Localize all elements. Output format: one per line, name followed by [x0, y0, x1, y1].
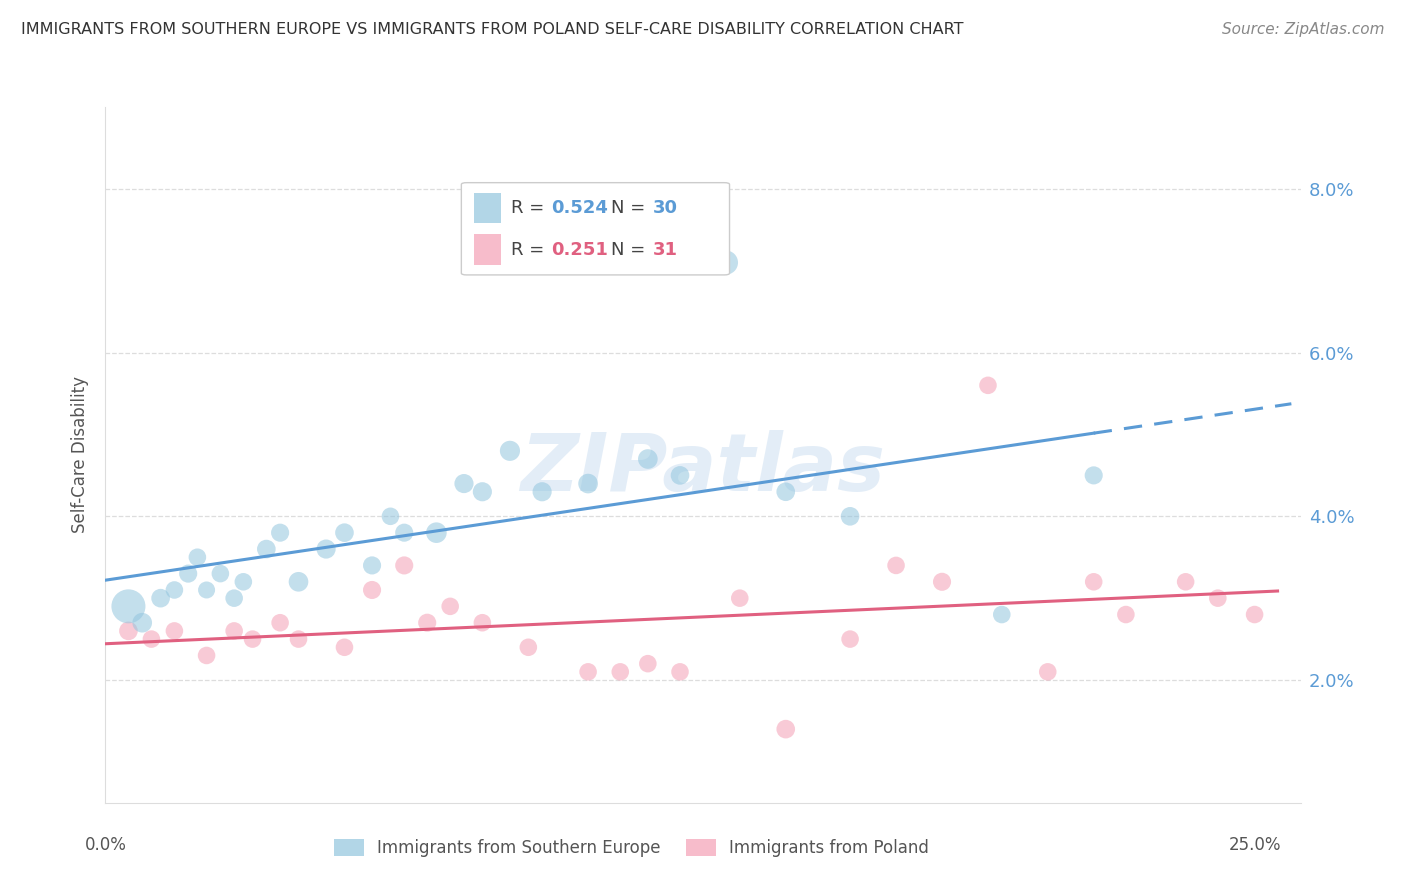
Text: IMMIGRANTS FROM SOUTHERN EUROPE VS IMMIGRANTS FROM POLAND SELF-CARE DISABILITY C: IMMIGRANTS FROM SOUTHERN EUROPE VS IMMIG…	[21, 22, 963, 37]
Y-axis label: Self-Care Disability: Self-Care Disability	[72, 376, 90, 533]
Point	[141, 632, 163, 646]
Point	[269, 525, 291, 540]
Text: 0.251: 0.251	[551, 241, 607, 259]
Point	[439, 599, 461, 614]
Point	[1083, 468, 1105, 483]
Point	[186, 550, 208, 565]
Point	[163, 582, 186, 597]
Text: ZIPatlas: ZIPatlas	[520, 430, 886, 508]
Point	[609, 665, 631, 679]
Point	[1115, 607, 1137, 622]
Text: N =: N =	[612, 241, 645, 259]
Point	[977, 378, 1000, 392]
Point	[117, 624, 139, 638]
Text: 30: 30	[654, 199, 678, 217]
Text: 25.0%: 25.0%	[1229, 836, 1281, 854]
Point	[1036, 665, 1059, 679]
Point	[195, 648, 218, 663]
Point	[714, 255, 737, 269]
FancyBboxPatch shape	[461, 183, 730, 275]
Point	[775, 722, 797, 736]
Point	[499, 443, 522, 458]
Point	[380, 509, 402, 524]
Point	[361, 582, 384, 597]
Text: 31: 31	[654, 241, 678, 259]
Point	[884, 558, 907, 573]
Point	[416, 615, 439, 630]
Point	[394, 525, 416, 540]
Point	[287, 632, 309, 646]
Point	[333, 525, 356, 540]
Point	[117, 599, 139, 614]
Point	[1206, 591, 1229, 606]
Text: R =: R =	[512, 241, 544, 259]
Point	[232, 574, 254, 589]
Text: N =: N =	[612, 199, 645, 217]
Point	[775, 484, 797, 499]
Text: 0.524: 0.524	[551, 199, 607, 217]
Point	[471, 484, 494, 499]
Point	[394, 558, 416, 573]
Point	[576, 665, 599, 679]
Point	[517, 640, 540, 655]
Point	[254, 542, 277, 557]
Point	[453, 476, 475, 491]
Text: R =: R =	[512, 199, 544, 217]
Point	[269, 615, 291, 630]
Bar	[474, 235, 501, 265]
Point	[209, 566, 232, 581]
Legend: Immigrants from Southern Europe, Immigrants from Poland: Immigrants from Southern Europe, Immigra…	[328, 832, 935, 864]
Point	[333, 640, 356, 655]
Point	[839, 632, 862, 646]
Point	[637, 657, 659, 671]
Point	[315, 542, 337, 557]
Point	[1174, 574, 1197, 589]
Point	[839, 509, 862, 524]
Text: Source: ZipAtlas.com: Source: ZipAtlas.com	[1222, 22, 1385, 37]
Point	[931, 574, 953, 589]
Point	[425, 525, 447, 540]
Point	[531, 484, 554, 499]
Point	[287, 574, 309, 589]
Bar	[474, 193, 501, 223]
Point	[637, 452, 659, 467]
Point	[224, 624, 246, 638]
Point	[195, 582, 218, 597]
Point	[131, 615, 153, 630]
Point	[669, 468, 692, 483]
Point	[1243, 607, 1265, 622]
Point	[471, 615, 494, 630]
Point	[361, 558, 384, 573]
Point	[177, 566, 200, 581]
Point	[576, 476, 599, 491]
Text: 0.0%: 0.0%	[84, 836, 127, 854]
Point	[728, 591, 751, 606]
Point	[669, 665, 692, 679]
Point	[242, 632, 264, 646]
Point	[149, 591, 172, 606]
Point	[990, 607, 1012, 622]
Point	[163, 624, 186, 638]
Point	[1083, 574, 1105, 589]
Point	[224, 591, 246, 606]
